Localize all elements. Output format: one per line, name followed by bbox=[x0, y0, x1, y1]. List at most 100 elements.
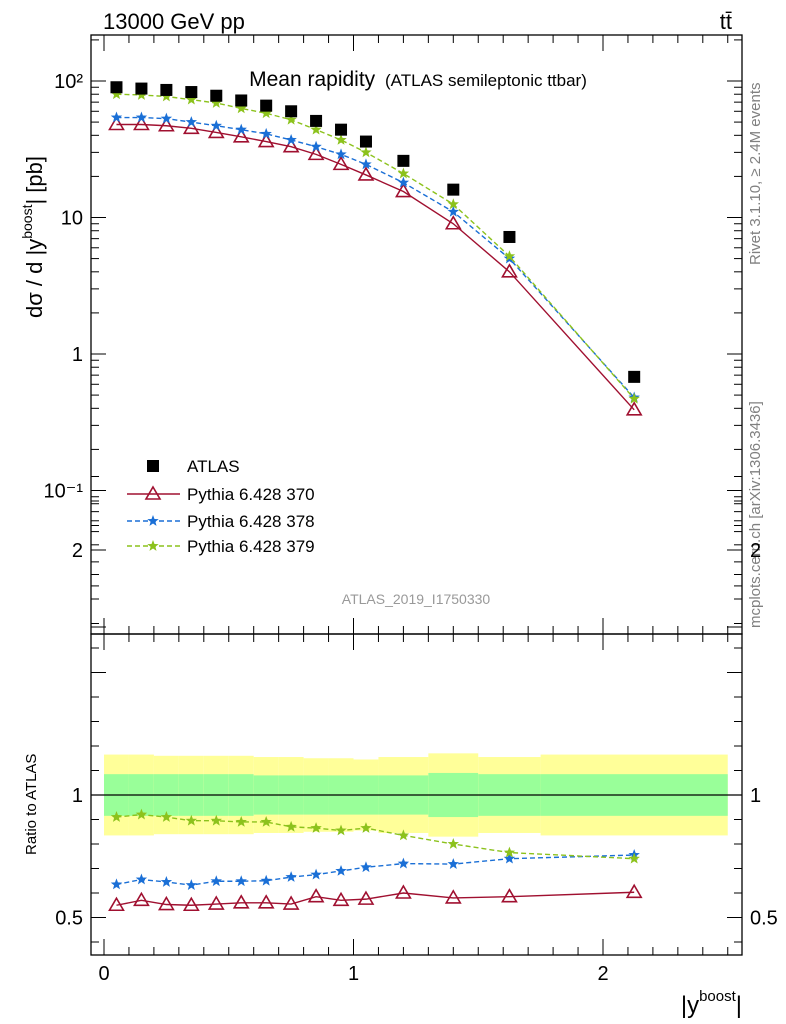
ratio-ytick-label-left: 2 bbox=[72, 540, 83, 562]
main-point-pythia-6-428-379 bbox=[185, 93, 198, 105]
chart-title-sub: (ATLAS semileptonic ttbar) bbox=[385, 71, 587, 90]
main-point-pythia-6-428-378 bbox=[135, 111, 148, 123]
legend-label-pythia-6-428-379: Pythia 6.428 379 bbox=[187, 537, 315, 556]
main-ytick-label: 10² bbox=[54, 71, 83, 93]
ratio-ylabel: Ratio to ATLAS bbox=[23, 754, 40, 855]
ratio-point-pythia-6-428-378 bbox=[135, 873, 148, 885]
main-point-pythia-6-428-370 bbox=[157, 117, 175, 132]
main-point-atlas bbox=[110, 81, 123, 94]
ratio-point-pythia-6-428-370 bbox=[108, 896, 125, 912]
ratio-point-pythia-6-428-379 bbox=[310, 822, 322, 833]
ratio-xlabel-tail: | bbox=[736, 992, 742, 1019]
main-point-pythia-6-428-379 bbox=[447, 198, 460, 210]
legend-marker-atlas bbox=[147, 460, 159, 472]
ratio-point-pythia-6-428-379 bbox=[503, 846, 516, 858]
ratio-ytick-label-right: 0.5 bbox=[750, 908, 778, 930]
ratio-xlabel-sup: boost bbox=[699, 988, 737, 1005]
legend-label-pythia-6-428-378: Pythia 6.428 378 bbox=[187, 512, 315, 531]
ratio-point-pythia-6-428-379 bbox=[360, 822, 372, 833]
rivet-label: Rivet 3.1.10, ≥ 2.4M events bbox=[747, 83, 764, 266]
ratio-point-pythia-6-428-378 bbox=[335, 864, 347, 876]
main-point-pythia-6-428-379 bbox=[335, 133, 347, 145]
ratio-point-pythia-6-428-378 bbox=[360, 861, 372, 873]
main-point-pythia-6-428-370 bbox=[395, 182, 412, 198]
main-point-atlas bbox=[160, 83, 173, 96]
energy-label: 13000 GeV pp bbox=[103, 9, 245, 34]
legend-marker-pythia-6-428-378 bbox=[147, 515, 159, 526]
ratio-point-pythia-6-428-379 bbox=[110, 811, 123, 822]
ratio-point-pythia-6-428-370 bbox=[332, 891, 350, 907]
main-point-pythia-6-428-379 bbox=[235, 102, 247, 114]
main-ytick-label: 1 bbox=[72, 344, 83, 366]
main-point-atlas bbox=[503, 230, 516, 243]
main-point-pythia-6-428-378 bbox=[260, 127, 272, 139]
main-point-pythia-6-428-378 bbox=[210, 119, 222, 131]
ratio-point-pythia-6-428-379 bbox=[185, 814, 198, 826]
ratio-ytick-label-left: 0.5 bbox=[55, 908, 83, 930]
ratio-point-pythia-6-428-378 bbox=[210, 875, 222, 887]
ratio-point-pythia-6-428-378 bbox=[397, 857, 410, 869]
legend-marker-pythia-6-428-379 bbox=[147, 540, 159, 551]
ratio-xtick-label: 1 bbox=[348, 963, 359, 985]
main-point-atlas bbox=[447, 183, 460, 196]
ratio-point-pythia-6-428-370 bbox=[282, 895, 300, 910]
main-point-atlas bbox=[260, 99, 273, 112]
main-point-pythia-6-428-379 bbox=[628, 392, 640, 404]
main-point-pythia-6-428-370 bbox=[501, 263, 518, 278]
main-point-pythia-6-428-378 bbox=[397, 176, 410, 188]
ratio-xlabel-text: |y bbox=[681, 992, 699, 1019]
main-point-pythia-6-428-370 bbox=[207, 123, 225, 139]
ratio-point-pythia-6-428-370 bbox=[444, 889, 462, 904]
main-point-atlas bbox=[359, 135, 372, 148]
main-point-pythia-6-428-378 bbox=[285, 133, 297, 145]
main-point-atlas bbox=[397, 154, 410, 167]
main-point-pythia-6-428-379 bbox=[260, 107, 272, 119]
ratio-point-pythia-6-428-370 bbox=[133, 891, 150, 907]
main-line-pythia-6-428-379 bbox=[116, 93, 635, 400]
main-ytick-label: 10 bbox=[61, 208, 83, 230]
ratio-point-pythia-6-428-370 bbox=[157, 895, 175, 911]
ratio-ytick-label-left: 1 bbox=[72, 785, 83, 807]
process-label: tt̄ bbox=[720, 9, 732, 34]
main-point-pythia-6-428-379 bbox=[110, 88, 123, 100]
main-point-atlas bbox=[235, 94, 248, 107]
main-point-pythia-6-428-379 bbox=[210, 97, 222, 108]
main-point-atlas bbox=[285, 105, 298, 118]
main-point-pythia-6-428-378 bbox=[235, 123, 247, 135]
ratio-ytick-label-right: 2 bbox=[750, 540, 761, 562]
main-point-pythia-6-428-379 bbox=[503, 250, 516, 262]
ratio-point-pythia-6-428-370 bbox=[625, 883, 643, 899]
ratio-xtick-label: 0 bbox=[98, 963, 109, 985]
ratio-point-pythia-6-428-378 bbox=[503, 852, 516, 864]
ratio-point-pythia-6-428-370 bbox=[395, 884, 412, 899]
main-point-pythia-6-428-370 bbox=[232, 128, 250, 143]
main-point-pythia-6-428-379 bbox=[397, 167, 410, 179]
legend: ATLAS Pythia 6.428 370 Pythia 6.428 378 Pyt… bbox=[127, 457, 315, 556]
chart-title: Mean rapidity (ATLAS semileptonic ttbar) bbox=[249, 68, 587, 91]
main-point-pythia-6-428-379 bbox=[285, 113, 297, 125]
mcplots-label: mcplots.cern.ch [arXiv:1306.3436] bbox=[747, 401, 764, 628]
ratio-point-pythia-6-428-370 bbox=[307, 888, 325, 903]
main-point-pythia-6-428-370 bbox=[133, 115, 150, 131]
ratio-line-pythia-6-428-379 bbox=[116, 813, 635, 860]
ratio-point-pythia-6-428-379 bbox=[447, 838, 460, 849]
main-point-pythia-6-428-379 bbox=[310, 123, 322, 135]
ratio-point-pythia-6-428-370 bbox=[182, 896, 200, 912]
main-point-pythia-6-428-378 bbox=[447, 205, 460, 217]
main-point-atlas bbox=[210, 89, 223, 102]
main-point-pythia-6-428-378 bbox=[110, 111, 123, 123]
main-point-pythia-6-428-378 bbox=[160, 112, 173, 124]
main-ylabel-sup: boost bbox=[19, 204, 35, 238]
ratio-point-pythia-6-428-370 bbox=[207, 895, 225, 910]
main-ylabel-text: dσ / d |y bbox=[22, 239, 47, 318]
main-point-pythia-6-428-370 bbox=[357, 166, 375, 181]
main-ylabel-tail: | [pb] bbox=[22, 156, 47, 205]
main-point-pythia-6-428-378 bbox=[185, 116, 198, 127]
main-line-pythia-6-428-370 bbox=[116, 123, 635, 411]
ratio-point-pythia-6-428-379 bbox=[285, 820, 297, 832]
ratio-point-pythia-6-428-370 bbox=[257, 894, 275, 909]
watermark-label: ATLAS_2019_I1750330 bbox=[342, 591, 491, 607]
ratio-line-pythia-6-428-370 bbox=[116, 891, 635, 906]
ratio-point-pythia-6-428-379 bbox=[628, 852, 640, 864]
